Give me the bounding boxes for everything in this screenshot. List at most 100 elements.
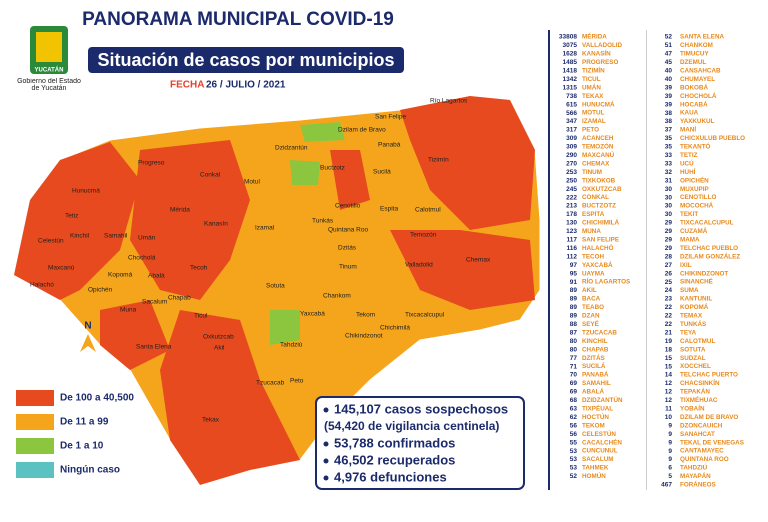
municipality: SANAHCAT: [680, 431, 715, 438]
municipality: SINANCHÉ: [680, 277, 713, 286]
legend-label: De 11 a 99: [60, 417, 109, 428]
case-count: 33: [665, 152, 673, 159]
case-count: 12: [665, 389, 673, 396]
map-label: Tahdziú: [280, 342, 303, 349]
map-label: Izamal: [255, 225, 275, 232]
case-count: 1315: [563, 84, 578, 91]
municipality: UCÚ: [680, 158, 694, 167]
municipality: TEABO: [582, 304, 604, 311]
municipality: TELCHAC PUERTO: [680, 372, 738, 379]
case-count: 15: [665, 355, 673, 362]
case-count: 29: [665, 228, 673, 235]
map-label: Chichimilá: [380, 325, 410, 332]
case-count: 12: [665, 380, 673, 387]
case-count: 112: [567, 253, 578, 260]
case-count: 39: [665, 101, 673, 108]
municipality: ABALÁ: [582, 387, 604, 396]
municipality: BUCTZOTZ: [582, 203, 616, 210]
map-label: Calotmul: [415, 207, 441, 214]
case-count: 80: [570, 346, 578, 353]
case-count: 24: [665, 287, 673, 294]
case-count: 77: [570, 355, 578, 362]
case-count: 51: [665, 42, 673, 49]
municipality: HOMÚN: [582, 471, 606, 480]
map-label: Tixcacalcupul: [405, 312, 445, 319]
case-count: 10: [665, 414, 673, 421]
case-count: 91: [570, 279, 578, 286]
map-label: Cenotillo: [335, 203, 361, 210]
stat: 145,107 casos sospechosos: [334, 401, 508, 416]
map-label: Maxcanú: [48, 265, 75, 272]
municipality: TEKANTÓ: [680, 142, 711, 151]
legend-label: Ningún caso: [60, 465, 120, 476]
map-label: Opichén: [88, 287, 113, 294]
case-count: 309: [566, 135, 577, 142]
case-count: 12: [665, 397, 673, 404]
subtitle-box: [88, 47, 404, 73]
map-label: Tizimín: [428, 157, 449, 164]
case-count: 9: [668, 439, 672, 446]
municipality: BOKOBÁ: [680, 82, 708, 91]
case-count: 87: [570, 329, 578, 336]
date-label: FECHA: [170, 80, 204, 91]
region: [300, 122, 345, 142]
municipality: TIXPÉUAL: [582, 403, 613, 412]
municipality: CHICXULUB PUEBLO: [680, 135, 745, 142]
municipality: MANÍ: [680, 125, 696, 134]
map-label: Umán: [138, 235, 156, 242]
case-count: 467: [661, 482, 672, 489]
municipality: SAMAHIL: [582, 380, 611, 387]
municipality: HALACHÓ: [582, 243, 614, 252]
case-count: 33808: [559, 34, 577, 41]
case-count: 5: [668, 473, 672, 480]
bullet: [323, 475, 329, 481]
case-count: 250: [566, 177, 577, 184]
map-label: Chankom: [323, 293, 351, 300]
case-count: 615: [566, 101, 577, 108]
case-count: 52: [570, 473, 578, 480]
map-label: Río Lagartos: [430, 98, 468, 105]
municipality: DZONCAUICH: [680, 422, 723, 429]
municipality: DZILAM DE BRAVO: [680, 414, 738, 421]
case-count: 29: [665, 220, 673, 227]
municipality: ESPITA: [582, 211, 605, 218]
map-label: Chocholá: [128, 255, 156, 262]
case-count: 23: [665, 296, 673, 303]
municipality: PANABÁ: [582, 370, 609, 379]
map-label: Tecoh: [190, 265, 208, 272]
municipality: TIXCACALCUPUL: [680, 220, 734, 227]
map-label: Kanasín: [204, 221, 228, 228]
case-count: 1342: [563, 76, 578, 83]
municipality: OXKUTZCAB: [582, 186, 622, 193]
map-label: Progreso: [138, 160, 165, 167]
municipality: MAXCANÚ: [582, 150, 615, 159]
case-count: 31: [665, 177, 673, 184]
case-count: 1418: [563, 68, 578, 75]
map-label: San Felipe: [375, 114, 406, 121]
case-count: 29: [665, 245, 673, 252]
case-count: 35: [665, 135, 673, 142]
gov-text: Gobierno del Estado de Yucatán: [17, 78, 81, 92]
map-label: Buctzotz: [320, 165, 345, 172]
map-label: Akil: [214, 345, 225, 352]
map-label: Yaxcabá: [300, 311, 325, 318]
legend-swatch: [16, 390, 54, 406]
municipality: KANASÍN: [582, 49, 611, 58]
north: N: [84, 321, 91, 332]
region: [270, 310, 300, 345]
case-count: 245: [566, 186, 577, 193]
case-count: 53: [570, 465, 578, 472]
municipality: CHIKINDZONOT: [680, 270, 728, 277]
map-label: Tinum: [339, 264, 357, 271]
case-count: 18: [665, 346, 673, 353]
gov: Gobierno del Estado de Yucatán: [17, 78, 81, 92]
case-count: 45: [665, 59, 673, 66]
case-count: 52: [665, 34, 673, 41]
map-label: Halachó: [30, 282, 54, 289]
case-count: 88: [570, 321, 578, 328]
case-count: 89: [570, 287, 578, 294]
case-count: 97: [570, 262, 578, 269]
case-count: 9: [668, 448, 672, 455]
case-count: 32: [665, 169, 673, 176]
